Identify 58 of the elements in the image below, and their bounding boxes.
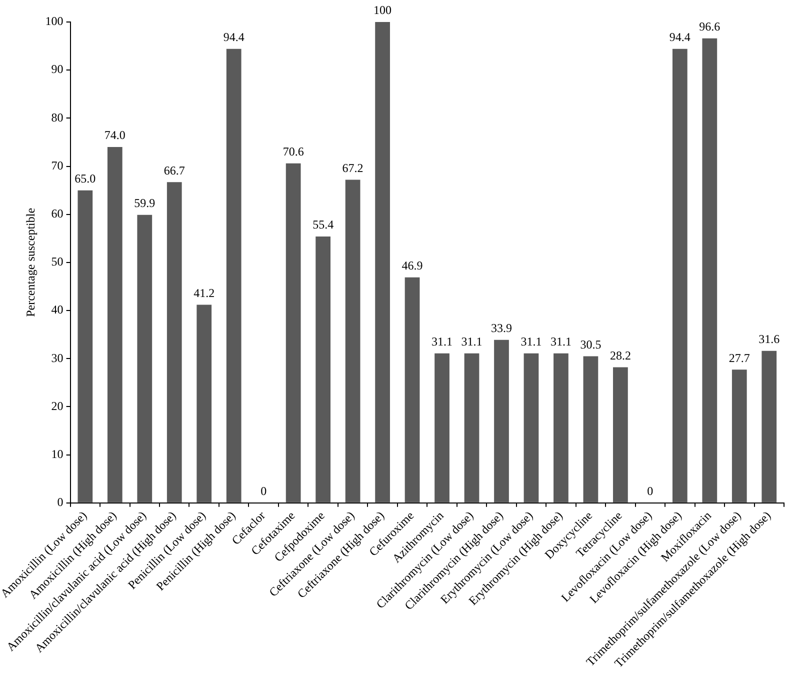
- bar: [613, 367, 628, 502]
- bar: [762, 350, 777, 502]
- y-tick-label: 80: [51, 110, 64, 124]
- bar: [78, 190, 93, 502]
- bar: [137, 214, 152, 502]
- y-axis-title: Percentage susceptible: [23, 208, 38, 317]
- y-tick-label: 100: [45, 14, 64, 28]
- data-label: 59.9: [134, 196, 156, 210]
- data-label: 70.6: [282, 144, 304, 159]
- data-label: 65.0: [74, 171, 96, 186]
- data-label: 41.2: [194, 286, 215, 300]
- y-tick-label: 60: [51, 206, 64, 221]
- bar: [464, 353, 480, 502]
- bar: [226, 48, 242, 502]
- y-tick-label: 20: [51, 398, 64, 413]
- bar: [166, 182, 182, 502]
- y-tick-label: 70: [51, 158, 64, 172]
- bar: [732, 370, 747, 502]
- y-tick-label: 50: [51, 254, 64, 269]
- bar: [494, 340, 509, 502]
- data-label: 31.1: [550, 334, 572, 348]
- data-label: 31.1: [520, 334, 542, 348]
- y-tick-label: 0: [57, 495, 64, 510]
- bar: [286, 163, 301, 502]
- bar: [583, 356, 598, 502]
- bar: [196, 304, 212, 502]
- data-label: 33.9: [490, 321, 512, 336]
- bar: [107, 147, 122, 502]
- data-label: 100: [374, 3, 392, 18]
- data-label: 94.4: [223, 30, 244, 44]
- bar: [554, 353, 568, 502]
- bar: [672, 48, 688, 502]
- bar: [404, 277, 420, 502]
- data-label: 0: [647, 484, 654, 498]
- data-label: 28.2: [610, 348, 631, 362]
- bar: [316, 236, 330, 502]
- y-tick-label: 40: [51, 302, 64, 317]
- data-label: 74.0: [104, 128, 126, 142]
- data-label: 96.6: [699, 20, 720, 34]
- y-tick-label: 30: [51, 350, 64, 365]
- data-label: 30.5: [580, 337, 602, 352]
- data-label: 55.4: [312, 218, 334, 232]
- bar: [375, 22, 390, 502]
- bar: [524, 353, 539, 502]
- data-label: 0: [260, 484, 267, 498]
- data-label: 94.4: [669, 30, 690, 44]
- y-tick-label: 10: [51, 446, 64, 461]
- data-label: 66.7: [164, 163, 185, 178]
- data-label: 67.2: [342, 160, 364, 175]
- data-label: 31.1: [432, 334, 453, 348]
- data-label: 31.1: [461, 334, 482, 348]
- bar: [434, 353, 450, 502]
- data-label: 46.9: [402, 258, 423, 273]
- data-label: 31.6: [758, 332, 780, 346]
- y-tick-label: 90: [51, 62, 64, 76]
- bar: [345, 180, 360, 502]
- bar: [702, 38, 718, 502]
- data-label: 27.7: [728, 350, 750, 365]
